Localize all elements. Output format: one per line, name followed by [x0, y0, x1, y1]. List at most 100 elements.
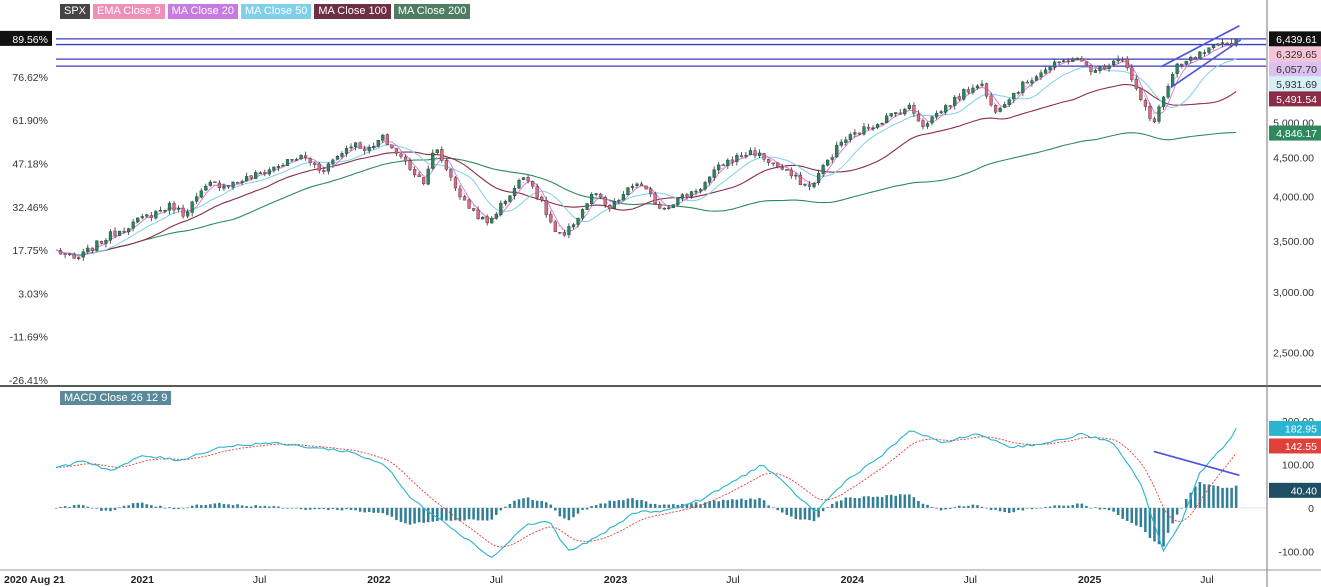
macd-histogram-bar	[476, 507, 480, 521]
candle-body	[1039, 72, 1043, 77]
candle-body	[263, 172, 267, 174]
macd-histogram-bar	[708, 501, 711, 508]
macd-histogram-bar	[540, 500, 543, 508]
macd-value-label-bg	[1269, 438, 1321, 454]
macd-histogram-bar	[567, 507, 571, 521]
macd-histogram-bar	[54, 507, 58, 509]
candle-body	[340, 153, 344, 157]
candle-body	[376, 140, 380, 147]
macd-histogram-bar	[395, 507, 398, 521]
macd-histogram-bar	[313, 507, 316, 510]
legend-item[interactable]: EMA Close 9	[93, 4, 165, 19]
macd-histogram-bar	[258, 506, 262, 508]
macd-histogram-bar	[631, 498, 634, 508]
left-axis-tick-label: -26.41%	[9, 375, 48, 387]
candle-body	[204, 186, 208, 191]
candle-body	[993, 104, 998, 113]
legend-item[interactable]: MA Close 200	[393, 4, 471, 19]
candle-body	[1093, 69, 1098, 73]
macd-histogram-bar	[72, 505, 76, 508]
macd-histogram-bar	[576, 507, 580, 514]
macd-histogram-bar	[522, 498, 525, 508]
candle-body	[363, 148, 367, 151]
macd-trendline[interactable]	[1153, 450, 1240, 477]
channel-upper-line[interactable]	[1160, 25, 1240, 68]
macd-histogram-bar	[958, 505, 961, 508]
left-axis-tick-label: 76.62%	[12, 72, 48, 84]
macd-histogram-bar	[780, 507, 784, 513]
macd-histogram-bar	[163, 507, 167, 509]
macd-histogram-bar	[912, 497, 916, 508]
candle-body	[1012, 92, 1016, 100]
macd-histogram-bar	[821, 507, 825, 512]
candle-body	[975, 85, 980, 89]
candle-body	[1080, 58, 1084, 62]
macd-histogram-bar	[277, 506, 280, 508]
candle-body	[249, 175, 253, 179]
macd-histogram-bar	[159, 505, 162, 508]
macd-histogram-bar	[426, 507, 430, 523]
macd-histogram-bar	[122, 505, 126, 508]
candle-body	[1121, 59, 1125, 61]
candle-body	[521, 177, 526, 180]
macd-tick-label: 100.00	[1282, 459, 1314, 471]
macd-histogram-bar	[971, 504, 975, 508]
candle-body	[86, 247, 90, 253]
macd-histogram-bar	[240, 505, 244, 508]
legend-item[interactable]: MA Close 20	[167, 4, 238, 19]
legend-item[interactable]: MA Close 50	[240, 4, 312, 19]
macd-histogram-bar	[340, 507, 344, 511]
candle-body	[235, 182, 240, 184]
macd-histogram-bar	[481, 507, 484, 521]
candle-body	[281, 165, 285, 167]
macd-histogram-bar	[1021, 507, 1025, 511]
candle-body	[358, 142, 362, 149]
candle-body	[1125, 58, 1129, 68]
candle-body	[1207, 47, 1211, 53]
macd-histogram-bar	[68, 507, 71, 508]
macd-histogram-bar	[1048, 506, 1052, 508]
candle-body	[639, 183, 644, 186]
candle-body	[158, 209, 163, 212]
candle-body	[117, 230, 122, 236]
macd-histogram-bar	[222, 504, 226, 508]
candle-body	[830, 157, 834, 160]
candle-body	[99, 241, 103, 244]
macd-histogram-bar	[1057, 505, 1061, 508]
indicator-legend: SPX EMA Close 9 MA Close 20 MA Close 50 MA C…	[60, 4, 471, 19]
candle-body	[1098, 66, 1102, 71]
ma100-line	[55, 83, 1237, 256]
candle-body	[780, 167, 784, 170]
macd-histogram-bar	[853, 497, 857, 508]
macd-histogram-bar	[998, 507, 1002, 512]
macd-histogram-bar	[308, 507, 312, 510]
macd-histogram-bar	[1148, 507, 1152, 538]
candle-body	[1161, 96, 1166, 107]
macd-histogram-bar	[544, 502, 548, 508]
macd-histogram-bar	[463, 507, 466, 521]
macd-histogram-bar	[594, 505, 598, 508]
macd-histogram-bar	[1080, 503, 1084, 508]
macd-histogram-bar	[354, 507, 357, 511]
macd-histogram-bar	[967, 505, 970, 508]
macd-histogram-bar	[1085, 505, 1088, 508]
left-axis-highlight-bg	[0, 30, 52, 46]
macd-histogram-bar	[526, 497, 530, 508]
candle-body	[957, 96, 961, 100]
time-tick-label: Jul	[726, 574, 739, 586]
macd-histogram-bar	[458, 507, 462, 521]
candle-body	[671, 204, 675, 209]
legend-item[interactable]: SPX	[60, 4, 91, 19]
candle-body	[399, 153, 403, 157]
candle-body	[1071, 58, 1075, 62]
channel-lower-line[interactable]	[1170, 39, 1242, 89]
candle-body	[871, 127, 875, 130]
macd-histogram-bar	[140, 502, 144, 508]
macd-histogram-bar	[858, 498, 861, 508]
macd-histogram-bar	[1098, 507, 1102, 510]
legend-item[interactable]: MA Close 100	[314, 4, 391, 19]
macd-histogram-bar	[1212, 485, 1215, 508]
